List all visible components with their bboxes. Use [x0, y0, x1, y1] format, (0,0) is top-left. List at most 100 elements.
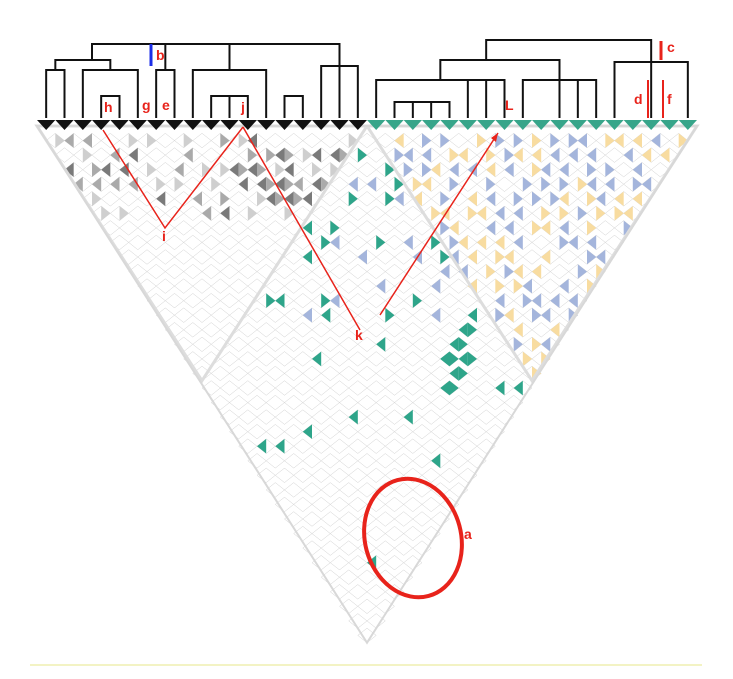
matrix-colored-cell [550, 293, 560, 308]
matrix-cell [284, 132, 304, 149]
matrix-colored-cell [156, 176, 166, 192]
matrix-cell [375, 424, 395, 440]
matrix-cell [375, 511, 395, 527]
matrix-colored-cell [642, 176, 652, 192]
label-a: a [464, 526, 472, 542]
matrix-cell [339, 220, 359, 236]
matrix-colored-cell [312, 162, 322, 177]
matrix-colored-cell [541, 249, 551, 265]
matrix-colored-cell [321, 307, 331, 323]
matrix-colored-cell [458, 264, 468, 279]
matrix-cell [311, 263, 331, 280]
matrix-colored-cell [266, 147, 276, 163]
matrix-cell [329, 525, 350, 542]
matrix-colored-cell [147, 162, 157, 177]
matrix-cell [357, 453, 377, 469]
matrix-cell [137, 249, 157, 265]
matrix-cell [366, 613, 386, 629]
matrix-cell [375, 540, 395, 556]
matrix-cell [284, 482, 304, 498]
matrix-cell [494, 176, 515, 192]
matrix-colored-cell [440, 133, 450, 148]
tip-marker-teal [458, 120, 477, 130]
matrix-cell [604, 234, 625, 251]
matrix-cell [403, 380, 423, 396]
matrix-colored-cell [532, 264, 542, 279]
matrix-cell [146, 147, 166, 163]
matrix-cell [540, 278, 560, 294]
matrix-cell [210, 278, 230, 294]
matrix-colored-cell [467, 191, 477, 207]
matrix-cell [265, 220, 285, 236]
matrix-colored-cell [587, 220, 597, 236]
matrix-cell [357, 569, 377, 585]
matrix-colored-cell [431, 206, 441, 221]
matrix-cell [348, 467, 368, 483]
matrix-cell [219, 147, 240, 163]
matrix-colored-cell [422, 147, 432, 163]
matrix-cell [357, 627, 377, 644]
tip-marker-teal [403, 120, 422, 130]
matrix-cell [485, 336, 505, 352]
matrix-colored-cell [284, 162, 294, 177]
matrix-cell [394, 424, 414, 440]
matrix-cell [348, 380, 368, 396]
matrix-cell [384, 496, 405, 513]
matrix-cell [229, 220, 249, 236]
matrix-colored-cell [431, 162, 441, 177]
matrix-cell [366, 351, 386, 367]
matrix-cell [403, 322, 423, 338]
matrix-colored-cell [477, 206, 487, 221]
matrix-colored-cell [385, 191, 395, 207]
matrix-cell [265, 394, 285, 411]
matrix-cell [412, 278, 432, 294]
matrix-cell [320, 336, 340, 352]
matrix-colored-cell [275, 162, 285, 177]
matrix-colored-cell [532, 307, 542, 323]
matrix-colored-cell [513, 133, 523, 148]
matrix-cell [320, 249, 340, 265]
matrix-cell [274, 263, 295, 280]
matrix-cell [229, 365, 249, 382]
matrix-colored-cell [92, 176, 102, 192]
matrix-cell [164, 293, 185, 309]
arrow-path-k-L [379, 132, 499, 316]
matrix-cell [247, 336, 267, 352]
matrix-cell [229, 394, 249, 411]
matrix-colored-cell [522, 293, 532, 308]
matrix-colored-cell [431, 307, 441, 323]
matrix-cell [192, 278, 212, 294]
matrix-cell [174, 278, 194, 294]
matrix-cell [146, 234, 166, 251]
matrix-colored-cell [495, 133, 505, 148]
matrix-cell [293, 205, 313, 221]
matrix-cell [439, 409, 460, 425]
matrix-cell [531, 322, 551, 338]
matrix-cell [155, 132, 175, 149]
matrix-colored-cell [486, 220, 496, 236]
matrix-colored-cell [596, 249, 606, 265]
matrix-cell [329, 322, 350, 338]
tip-marker-black [165, 120, 184, 130]
matrix-cell [348, 584, 368, 600]
matrix-colored-cell [568, 133, 578, 148]
matrix-colored-cell [330, 235, 340, 250]
matrix-cell [274, 380, 295, 396]
matrix-cell [320, 394, 340, 411]
matrix-colored-cell [632, 191, 642, 207]
matrix-cell [476, 380, 496, 396]
matrix-colored-cell [440, 351, 450, 367]
matrix-colored-cell [495, 293, 505, 308]
tip-markers [37, 120, 697, 130]
label-h: h [104, 99, 113, 115]
matrix-colored-cell [522, 176, 532, 192]
matrix-cell [412, 482, 432, 498]
matrix-cell [293, 322, 313, 338]
matrix-cell [128, 205, 148, 221]
matrix-colored-cell [541, 162, 551, 177]
matrix-colored-cell [541, 220, 551, 236]
matrix-cell [293, 438, 313, 454]
matrix-colored-cell [156, 191, 166, 207]
matrix-cell [329, 380, 350, 396]
matrix-cell [449, 453, 469, 469]
